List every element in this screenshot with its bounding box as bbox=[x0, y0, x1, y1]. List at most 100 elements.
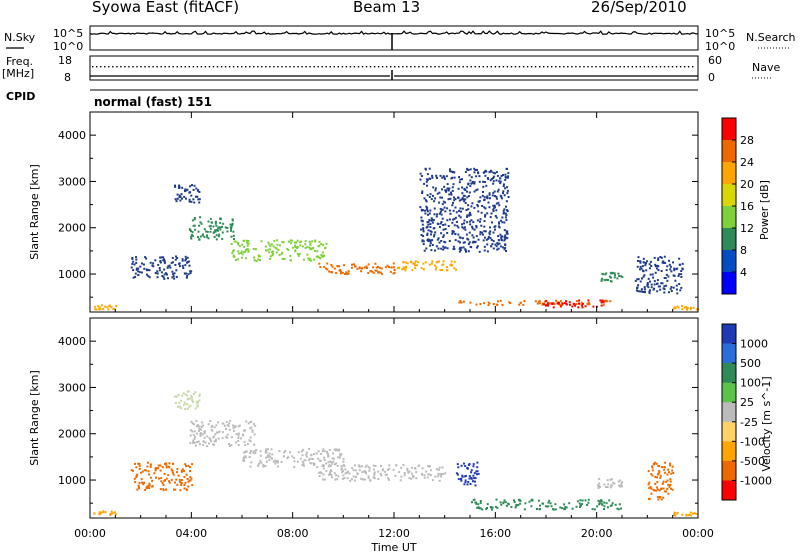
scatter-cell bbox=[660, 256, 663, 259]
scatter-cell bbox=[576, 500, 579, 503]
scatter-cell bbox=[672, 307, 675, 310]
scatter-cell bbox=[215, 238, 218, 241]
scatter-cell bbox=[600, 279, 603, 282]
freq-dot bbox=[108, 66, 110, 68]
scatter-cell bbox=[503, 229, 506, 232]
scatter-cell bbox=[354, 464, 356, 467]
scatter-cell bbox=[501, 221, 504, 224]
scatter-cell bbox=[140, 471, 142, 474]
scatter-cell bbox=[399, 479, 402, 482]
scatter-cell bbox=[451, 171, 454, 173]
colorbar-segment bbox=[722, 184, 736, 207]
freq-dot bbox=[96, 66, 98, 68]
scatter-cell bbox=[107, 308, 110, 311]
scatter-cell bbox=[178, 185, 181, 188]
velocity-scatter bbox=[93, 390, 698, 517]
scatter-cell bbox=[459, 207, 462, 210]
scatter-cell bbox=[410, 261, 413, 264]
scatter-cell bbox=[468, 477, 471, 480]
freq-dot bbox=[273, 66, 275, 68]
scatter-cell bbox=[656, 282, 658, 285]
scatter-cell bbox=[441, 188, 443, 191]
scatter-cell bbox=[361, 465, 363, 468]
scatter-cell bbox=[456, 463, 459, 466]
scatter-cell bbox=[302, 258, 305, 261]
scatter-cell bbox=[293, 466, 296, 469]
scatter-cell bbox=[426, 208, 429, 211]
scatter-cell bbox=[295, 241, 298, 244]
scatter-cell bbox=[190, 237, 193, 240]
scatter-cell bbox=[415, 471, 418, 474]
scatter-cell bbox=[673, 511, 676, 514]
scatter-cell bbox=[178, 401, 181, 404]
scatter-cell bbox=[346, 273, 349, 276]
scatter-cell bbox=[202, 233, 204, 236]
scatter-cell bbox=[495, 303, 498, 306]
scatter-cell bbox=[669, 287, 672, 290]
scatter-cell bbox=[649, 289, 651, 292]
scatter-cell bbox=[506, 237, 509, 240]
scatter-cell bbox=[656, 481, 659, 483]
noise-panel-frame bbox=[89, 25, 699, 51]
scatter-cell bbox=[441, 217, 444, 220]
scatter-cell bbox=[451, 264, 454, 267]
scatter-cell bbox=[363, 470, 365, 473]
scatter-cell bbox=[342, 474, 345, 477]
scatter-cell bbox=[662, 480, 665, 483]
scatter-cell bbox=[281, 258, 284, 260]
scatter-cell bbox=[332, 460, 335, 463]
power-ylabel: Slant Range [km] bbox=[28, 164, 41, 260]
noise-right-tick-high: 10^5 bbox=[705, 27, 735, 40]
scatter-cell bbox=[229, 223, 232, 226]
scatter-cell bbox=[214, 229, 217, 232]
scatter-cell bbox=[490, 245, 493, 248]
scatter-cell bbox=[197, 189, 200, 192]
scatter-cell bbox=[189, 470, 191, 473]
colorbar-segment bbox=[722, 460, 736, 481]
scatter-cell bbox=[143, 481, 145, 484]
scatter-cell bbox=[430, 198, 433, 201]
nave-tick-low: 0 bbox=[708, 71, 715, 84]
scatter-cell bbox=[175, 478, 178, 481]
scatter-cell bbox=[446, 219, 449, 222]
scatter-cell bbox=[488, 233, 491, 236]
scatter-cell bbox=[351, 263, 353, 266]
scatter-cell bbox=[471, 227, 474, 230]
scatter-cell bbox=[442, 245, 445, 248]
scatter-cell bbox=[209, 227, 212, 230]
scatter-cell bbox=[502, 190, 505, 193]
scatter-cell bbox=[650, 283, 653, 286]
scatter-cell bbox=[433, 200, 436, 203]
scatter-cell bbox=[656, 264, 659, 267]
scatter-cell bbox=[639, 261, 642, 264]
scatter-cell bbox=[621, 485, 624, 488]
scatter-cell bbox=[578, 299, 581, 302]
scatter-cell bbox=[200, 222, 203, 225]
scatter-cell bbox=[194, 407, 197, 410]
scatter-cell bbox=[598, 503, 601, 506]
scatter-cell bbox=[194, 391, 197, 394]
colorbar-tick-label: 28 bbox=[740, 134, 754, 147]
scatter-cell bbox=[487, 237, 490, 240]
scatter-cell bbox=[637, 290, 640, 293]
colorbar-segment bbox=[722, 162, 736, 185]
scatter-cell bbox=[321, 478, 324, 481]
scatter-cell bbox=[275, 460, 278, 463]
scatter-cell bbox=[234, 240, 237, 243]
scatter-cell bbox=[443, 185, 446, 188]
scatter-cell bbox=[350, 266, 353, 269]
scatter-cell bbox=[429, 244, 432, 247]
scatter-cell bbox=[312, 258, 315, 261]
scatter-cell bbox=[453, 199, 456, 202]
scatter-cell bbox=[479, 303, 482, 305]
scatter-cell bbox=[328, 473, 330, 476]
scatter-cell bbox=[94, 308, 97, 311]
scatter-cell bbox=[318, 475, 321, 478]
scatter-cell bbox=[217, 437, 220, 440]
scatter-cell bbox=[548, 302, 551, 305]
scatter-cell bbox=[674, 514, 677, 517]
scatter-cell bbox=[268, 243, 271, 246]
freq-dot bbox=[575, 66, 577, 68]
scatter-cell bbox=[493, 204, 496, 207]
scatter-cell bbox=[198, 393, 201, 396]
